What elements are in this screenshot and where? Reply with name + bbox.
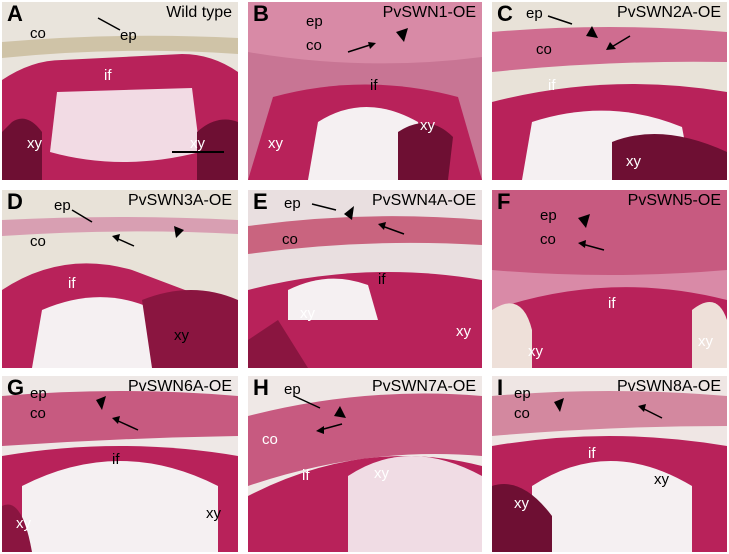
panel-letter: E [253, 190, 268, 214]
panel-title: Wild type [166, 4, 232, 21]
panel-title: PvSWN2A-OE [616, 4, 721, 21]
micrograph-pvswn8a [492, 376, 727, 552]
panel-d: D PvSWN3A-OE ep co if xy [2, 190, 238, 368]
label-ep: ep [54, 197, 71, 214]
micrograph-pvswn4a [248, 190, 482, 368]
label-if: if [370, 77, 378, 94]
panel-letter: I [497, 376, 504, 400]
label-co: co [282, 231, 298, 248]
label-if: if [302, 467, 310, 484]
label-xy: xy [626, 153, 641, 170]
label-ep: ep [120, 27, 137, 44]
label-xy: xy [206, 505, 221, 522]
label-xy: xy [654, 471, 669, 488]
label-ep: ep [284, 381, 301, 398]
panel-e: E PvSWN4A-OE ep co if xy xy [248, 190, 482, 368]
micrograph-pvswn2a [492, 2, 727, 180]
panel-b: B PvSWN1-OE ep co if xy xy [248, 2, 482, 180]
panel-letter: D [7, 190, 23, 214]
panel-title: PvSWN1-OE [382, 4, 476, 21]
panel-title: PvSWN3A-OE [127, 192, 232, 209]
label-xy: xy [698, 333, 713, 350]
label-xy: xy [528, 343, 543, 360]
panel-title: PvSWN4A-OE [371, 192, 476, 209]
panel-g: G PvSWN6A-OE ep co if xy xy [2, 376, 238, 552]
label-ep: ep [526, 5, 543, 22]
label-co: co [514, 405, 530, 422]
label-xy: xy [514, 495, 529, 512]
micrograph-pvswn5 [492, 190, 727, 368]
panel-title: PvSWN8A-OE [616, 378, 721, 395]
label-co: co [30, 25, 46, 42]
label-co: co [30, 233, 46, 250]
panel-letter: A [7, 2, 23, 26]
panel-letter: B [253, 2, 269, 26]
panel-title: PvSWN6A-OE [127, 378, 232, 395]
panel-h: H PvSWN7A-OE ep co if xy [248, 376, 482, 552]
label-co: co [262, 431, 278, 448]
label-ep: ep [514, 385, 531, 402]
panel-title: PvSWN5-OE [627, 192, 721, 209]
panel-letter: F [497, 190, 511, 214]
label-xy: xy [300, 305, 315, 322]
label-ep: ep [30, 385, 47, 402]
panel-f: F PvSWN5-OE ep co if xy xy [492, 190, 727, 368]
label-xy: xy [374, 465, 389, 482]
label-xy: xy [190, 135, 205, 152]
label-xy: xy [174, 327, 189, 344]
label-if: if [588, 445, 596, 462]
micrograph-pvswn6a [2, 376, 238, 552]
label-xy: xy [16, 515, 31, 532]
label-co: co [536, 41, 552, 58]
label-if: if [548, 77, 556, 94]
label-ep: ep [306, 13, 323, 30]
label-if: if [68, 275, 76, 292]
label-if: if [112, 451, 120, 468]
panel-title: PvSWN7A-OE [371, 378, 476, 395]
label-if: if [608, 295, 616, 312]
label-if: if [378, 271, 386, 288]
panel-i: I PvSWN8A-OE ep co if xy xy [492, 376, 727, 552]
label-xy: xy [27, 135, 42, 152]
micrograph-wild-type [2, 2, 238, 180]
micrograph-pvswn7a [248, 376, 482, 552]
label-co: co [30, 405, 46, 422]
micrograph-pvswn1 [248, 2, 482, 180]
label-xy: xy [456, 323, 471, 340]
label-ep: ep [284, 195, 301, 212]
label-if: if [104, 67, 112, 84]
micrograph-pvswn3a [2, 190, 238, 368]
label-xy: xy [268, 135, 283, 152]
panel-c: C PvSWN2A-OE ep co if xy [492, 2, 727, 180]
panel-letter: G [7, 376, 25, 400]
label-co: co [540, 231, 556, 248]
label-co: co [306, 37, 322, 54]
label-ep: ep [540, 207, 557, 224]
panel-a: A Wild type co ep if xy xy [2, 2, 238, 180]
label-xy: xy [420, 117, 435, 134]
panel-letter: H [253, 376, 269, 400]
panel-letter: C [497, 2, 513, 26]
